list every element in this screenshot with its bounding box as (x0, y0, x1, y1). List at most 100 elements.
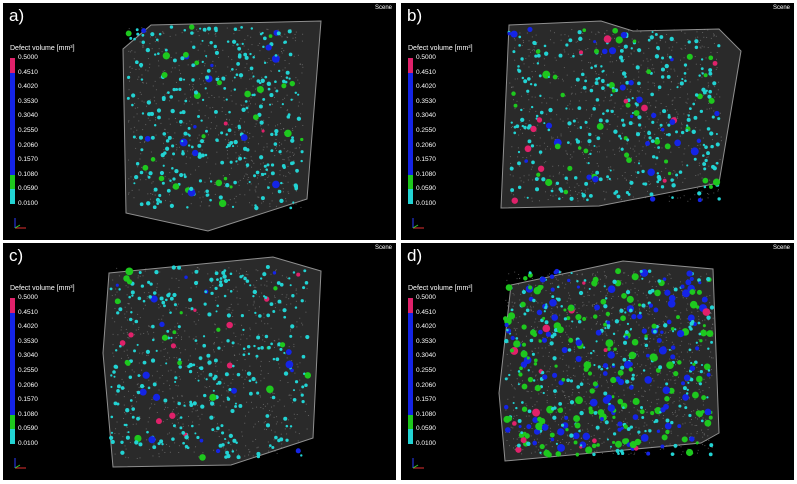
defect-point (128, 295, 131, 299)
defect-point (549, 341, 554, 346)
point-cloud-speck (232, 346, 234, 348)
point-cloud-speck (512, 447, 514, 449)
defect-point (216, 278, 219, 282)
point-cloud-speck (255, 286, 257, 288)
point-cloud-speck (546, 400, 548, 402)
point-cloud-speck (532, 311, 534, 313)
point-cloud-speck (209, 286, 211, 288)
point-cloud-speck (259, 31, 261, 33)
defect-point (183, 175, 187, 179)
point-cloud-speck (686, 380, 688, 382)
point-cloud-speck (594, 451, 596, 453)
point-cloud-speck (696, 408, 698, 410)
point-cloud-speck (522, 289, 524, 291)
point-cloud-speck (236, 359, 238, 361)
coordinate-axes-icon (412, 218, 424, 229)
point-cloud-speck (118, 433, 120, 435)
defect-point (228, 143, 232, 146)
point-cloud-speck (650, 34, 652, 36)
point-cloud-speck (272, 192, 274, 194)
scan-render-d[interactable] (401, 243, 794, 480)
point-cloud-speck (636, 294, 638, 296)
point-cloud-speck (600, 421, 602, 423)
defect-point (628, 80, 634, 86)
defect-point (610, 109, 614, 114)
point-cloud-speck (259, 42, 261, 44)
defect-point (222, 78, 226, 81)
point-cloud-speck (676, 189, 678, 191)
defect-point (267, 87, 271, 91)
point-cloud-speck (651, 420, 653, 422)
defect-point (700, 67, 704, 71)
point-cloud-speck (645, 365, 647, 367)
point-cloud-speck (155, 36, 157, 38)
defect-point (630, 376, 635, 381)
point-cloud-speck (574, 124, 576, 126)
point-cloud-speck (593, 375, 595, 377)
point-cloud-speck (521, 453, 523, 455)
point-cloud-speck (641, 149, 643, 151)
legend-tick-label: 0.3530 (416, 97, 436, 105)
point-cloud-speck (703, 372, 705, 374)
point-cloud-speck (632, 41, 634, 43)
defect-point (227, 441, 230, 445)
point-cloud-speck (218, 56, 220, 58)
point-cloud-speck (595, 71, 597, 73)
defect-point (692, 391, 699, 399)
viewport-panel-a[interactable]: a) Scene Defect volume [mm³] 0.5000 0.451… (3, 3, 396, 240)
defect-point (613, 191, 617, 195)
point-cloud-speck (259, 50, 261, 52)
legend-color-segment (408, 414, 413, 430)
scan-render-c[interactable] (3, 243, 396, 480)
defect-point (246, 371, 252, 376)
point-cloud-speck (159, 77, 161, 79)
scan-render-a[interactable] (3, 3, 396, 240)
defect-point (231, 39, 237, 44)
point-cloud-speck (548, 371, 550, 373)
point-cloud-speck (267, 170, 269, 172)
point-cloud-speck (572, 388, 574, 390)
point-cloud-speck (199, 205, 201, 207)
point-cloud-speck (603, 441, 605, 443)
point-cloud-speck (653, 71, 655, 73)
point-cloud-speck (550, 311, 552, 313)
point-cloud-speck (136, 457, 138, 459)
viewport-panel-c[interactable]: c) Scene Defect volume [mm³] 0.5000 0.451… (3, 243, 396, 480)
defect-point (554, 364, 558, 368)
point-cloud-speck (524, 428, 526, 430)
point-cloud-speck (533, 62, 535, 64)
point-cloud-speck (139, 317, 141, 319)
point-cloud-speck (270, 70, 272, 72)
defect-point (505, 284, 513, 291)
defect-point (704, 408, 712, 416)
defect-point (620, 59, 624, 63)
scan-render-b[interactable] (401, 3, 794, 240)
point-cloud-speck (167, 132, 169, 134)
point-cloud-speck (559, 171, 561, 173)
point-cloud-speck (606, 276, 608, 278)
point-cloud-speck (681, 122, 683, 124)
point-cloud-speck (281, 275, 283, 277)
point-cloud-speck (542, 282, 544, 284)
point-cloud-speck (280, 50, 282, 52)
point-cloud-speck (697, 382, 699, 384)
defect-point (504, 322, 509, 327)
point-cloud-speck (178, 287, 180, 289)
point-cloud-speck (630, 147, 632, 149)
point-cloud-speck (588, 144, 590, 146)
defect-point (656, 338, 662, 344)
defect-point (589, 88, 594, 93)
defect-point (558, 407, 563, 412)
legend-colorbar (408, 295, 413, 444)
point-cloud-speck (215, 71, 217, 73)
point-cloud-speck (549, 339, 551, 341)
viewport-panel-d[interactable]: d) Scene Defect volume [mm³] 0.5000 0.451… (401, 243, 794, 480)
point-cloud-speck (556, 432, 558, 434)
point-cloud-speck (669, 330, 671, 332)
point-cloud-speck (286, 304, 288, 306)
point-cloud-speck (506, 279, 508, 281)
point-cloud-speck (157, 60, 159, 62)
point-cloud-speck (510, 426, 512, 428)
point-cloud-speck (671, 103, 673, 105)
viewport-panel-b[interactable]: b) Scene Defect volume [mm³] 0.5000 0.451… (401, 3, 794, 240)
